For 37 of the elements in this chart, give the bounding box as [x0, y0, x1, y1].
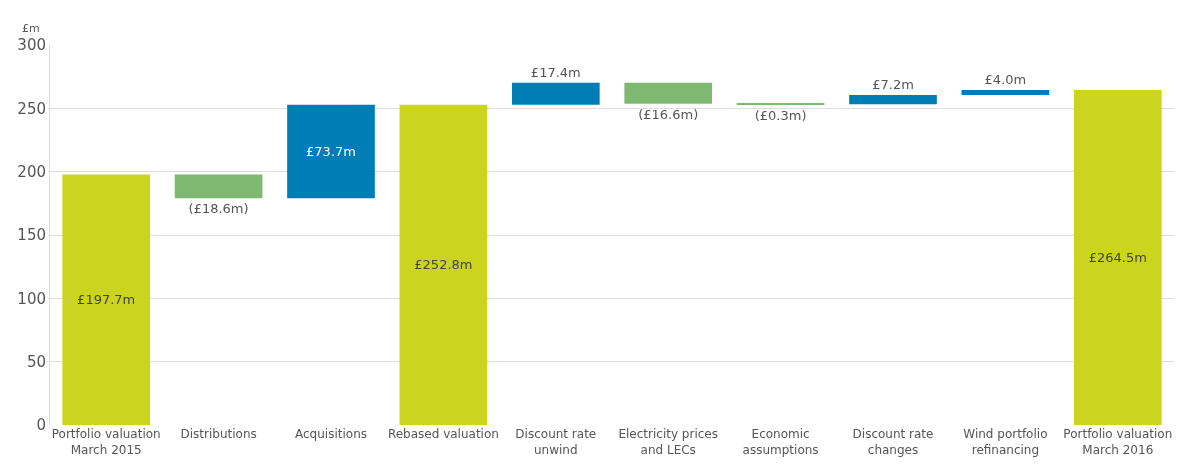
bar — [62, 174, 151, 425]
bar — [399, 104, 488, 425]
bar — [174, 174, 263, 199]
y-axis-title: £m — [22, 22, 40, 35]
x-tick-label: Portfolio valuation March 2015 — [51, 427, 161, 457]
bar — [511, 82, 600, 105]
x-tick-label: Discount rate changes — [852, 427, 934, 457]
data-label: (£0.3m) — [754, 108, 807, 123]
y-tick-label: 150 — [17, 226, 46, 245]
x-tick-label: Wind portfolio refinancing — [963, 427, 1048, 457]
bar — [1073, 89, 1162, 425]
y-tick-label: 250 — [17, 99, 46, 118]
data-label: £252.8m — [414, 257, 473, 273]
data-label: £264.5m — [1088, 249, 1147, 265]
y-tick-label: 50 — [26, 352, 46, 371]
y-tick-label: 100 — [17, 289, 46, 308]
data-label: £7.2m — [872, 77, 914, 93]
x-tick-label: Electricity prices and LECs — [618, 427, 718, 457]
bar — [624, 82, 713, 104]
x-tick-label: Distributions — [180, 427, 257, 441]
data-label: (£16.6m) — [638, 106, 699, 122]
data-label: (£18.6m) — [188, 201, 249, 217]
data-label: £73.7m — [306, 143, 356, 159]
y-tick-label: 300 — [17, 36, 46, 55]
bar — [961, 89, 1050, 96]
x-tick-label: Discount rate unwind — [515, 427, 597, 457]
x-tick-label: Portfolio valuation March 2016 — [1063, 427, 1173, 457]
data-label: £197.7m — [77, 292, 136, 308]
data-label: £17.4m — [530, 64, 581, 80]
x-tick-label: Economic assumptions — [742, 427, 819, 457]
y-tick-label: 200 — [17, 162, 46, 181]
x-tick-label: Rebased valuation — [387, 427, 499, 441]
bar — [849, 95, 937, 105]
bar — [287, 104, 375, 199]
x-tick-label: Acquisitions — [295, 427, 367, 441]
data-label: £4.0m — [984, 71, 1027, 87]
y-tick-label: 0 — [36, 416, 46, 435]
